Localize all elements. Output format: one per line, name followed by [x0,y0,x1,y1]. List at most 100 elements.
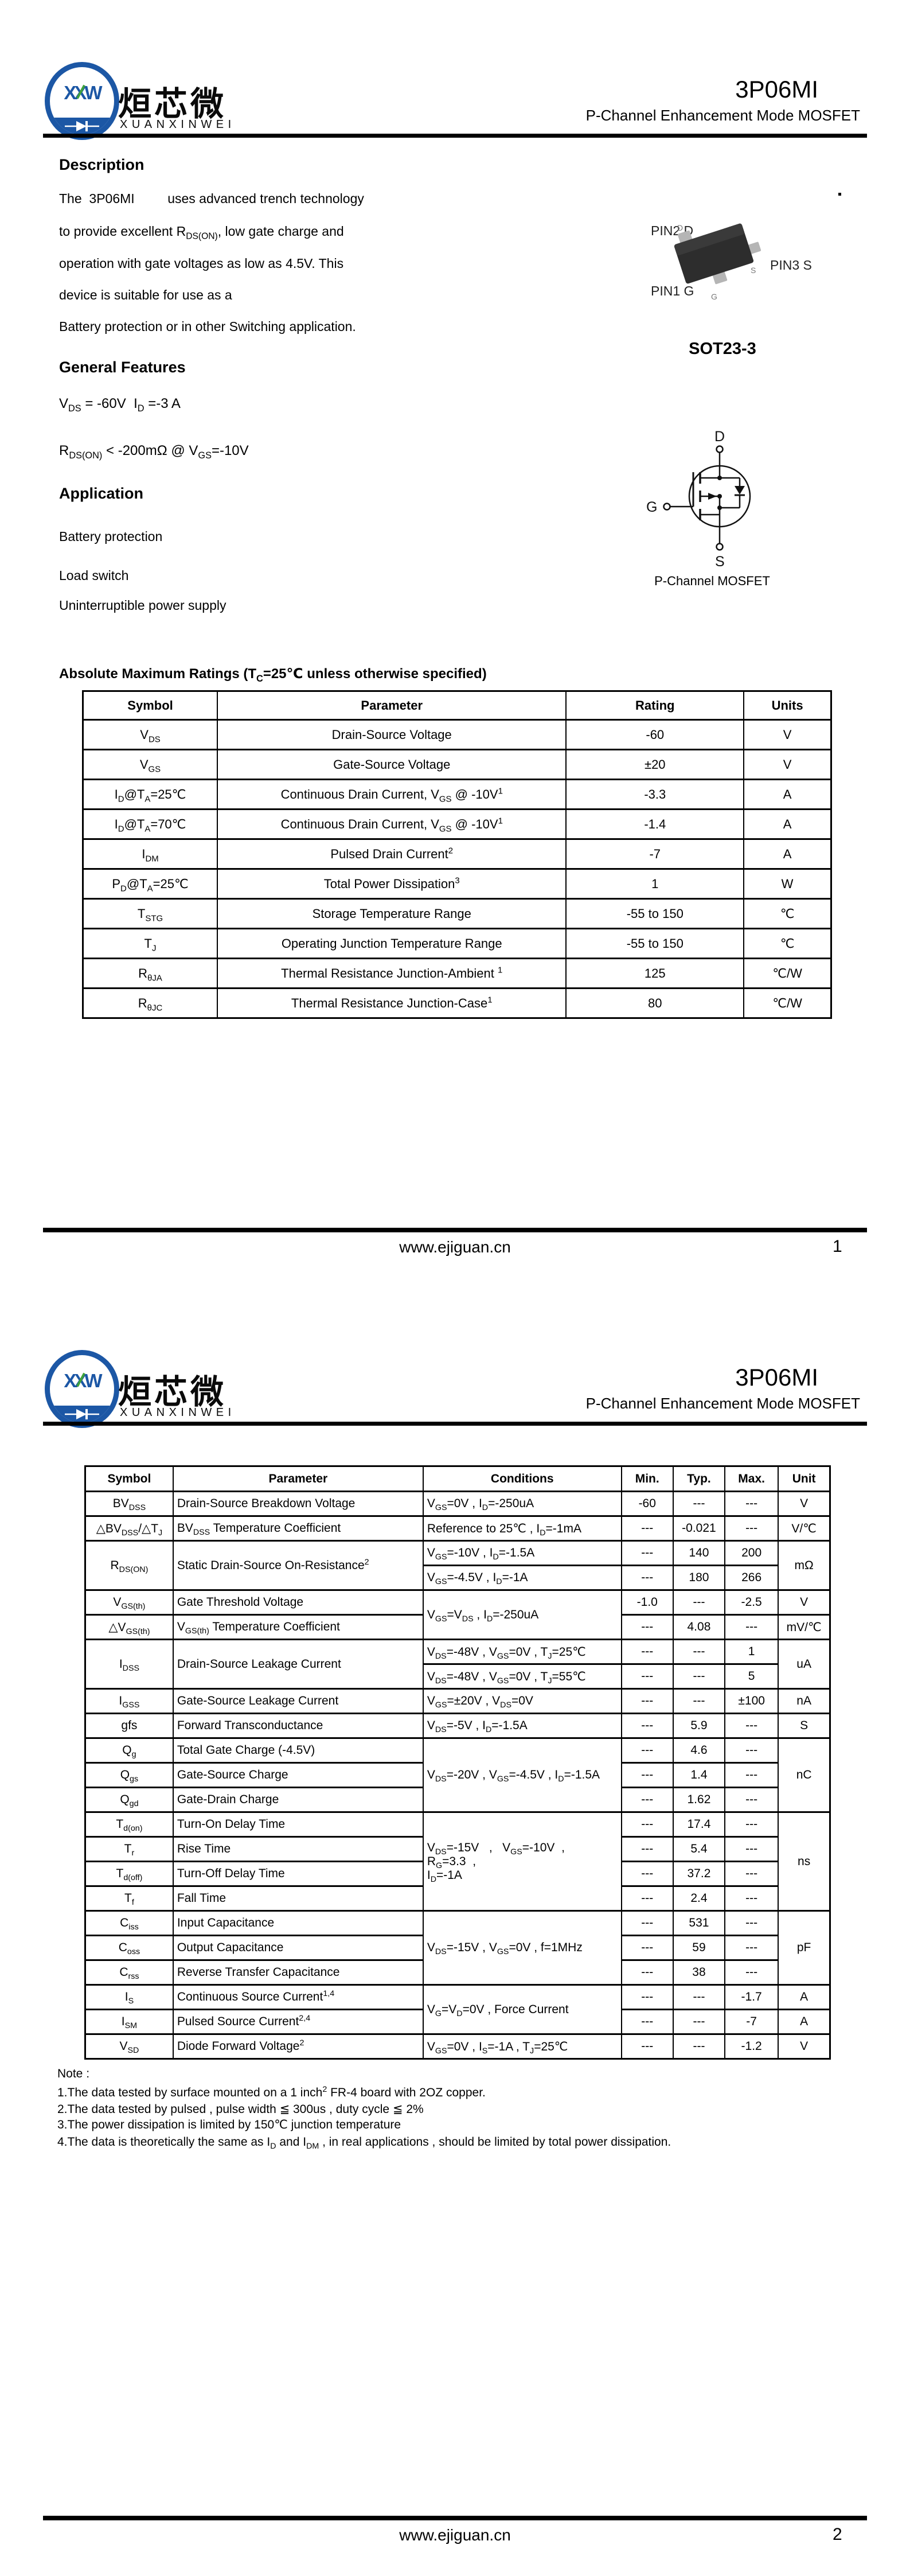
table-row: Tf Fall Time --- 2.4 --- [84,1885,830,1912]
pin-g-letter: G [711,292,717,301]
col-rating: Rating [565,690,745,721]
sot23-package-figure: PIN2 D D S G PIN3 S PIN1 G [651,223,812,301]
table-row: IDSS Drain-Source Leakage Current VDS=-48V… [84,1639,831,1690]
mosfet-symbol-caption: P-Channel MOSFET [654,574,770,588]
header-rule [43,1422,867,1426]
package-caption: SOT23-3 [689,340,756,358]
footer-rule [43,2516,867,2520]
footer-website: www.ejiguan.cn [399,2526,511,2544]
table-row: VGS(th) Gate Threshold Voltage VGS=VDS , I… [84,1589,831,1640]
page-number: 2 [833,2525,842,2544]
mosfet-symbol-figure: D G S [646,429,751,570]
terminal-d-label: D [714,429,725,445]
diode-icon [65,121,99,131]
logo-oval: XXW [45,62,119,140]
datasheet-page-1: XXW 烜芯微 XUANXINWEI 3P06MI P-Channel Enha… [43,52,867,1256]
table-row: RθJC Thermal Resistance Junction-Case1 80 ℃… [82,987,832,1019]
table-row: Qgd Gate-Drain Charge --- 1.62 --- [84,1787,830,1813]
description-heading: Description [59,156,144,173]
table-row: IDM Pulsed Drain Current2 -7 A [82,838,832,870]
description-line: operation with gate voltages as low as 4… [59,256,344,271]
package-body [674,223,761,285]
company-logo: XXW 烜芯微 XUANXINWEI [45,1340,308,1431]
table-row: ID@TA=70℃ Continuous Drain Current, VGS @… [82,808,832,840]
table-header-row: Symbol Parameter Rating Units [82,690,832,721]
table-row: ISM Pulsed Source Current2,4 --- --- -7 A [84,2009,831,2035]
company-name-cn: 烜芯微 [118,85,227,123]
note-item: 1.The data tested by surface mounted on … [57,2085,486,2099]
terminal-s-label: S [715,554,725,570]
footer-rule [43,1228,867,1232]
electrical-characteristics-table: Symbol Parameter Conditions Min. Typ. Ma… [84,1465,831,2060]
diode-icon [65,1409,99,1419]
table-row: VGS=-4.5V , ID=-1A --- 180 266 [85,1565,830,1591]
application-item: Uninterruptible power supply [59,598,226,613]
logo-band [50,118,114,135]
table-header-row: Symbol Parameter Conditions Min. Typ. Ma… [84,1465,831,1492]
notes-heading: Note : [57,2067,90,2080]
col-symbol: Symbol [82,690,218,721]
terminal-g-label: G [646,499,657,515]
table-row: Td(on) Turn-On Delay Time VDS=-15V , VGS=-… [84,1811,831,1912]
note-item: 3.The power dissipation is limited by 15… [57,2118,401,2131]
table-row: Td(off) Turn-Off Delay Time --- 37.2 --- [84,1861,830,1887]
features-heading: General Features [59,359,186,376]
feature-line: VDS = -60V ID =-3 A [59,396,181,414]
page-number: 1 [833,1237,842,1256]
col-parameter: Parameter [217,690,567,721]
part-number: 3P06MI [735,76,818,103]
pin3-label: PIN3 S [770,258,812,273]
header-rule [43,134,867,138]
company-name-en: XUANXINWEI [120,118,236,131]
table-row: △BVDSS/△TJ BVDSS Temperature Coefficient R… [84,1515,831,1542]
body-diode [735,486,745,495]
table-row: ID@TA=25℃ Continuous Drain Current, VGS @… [82,779,832,810]
table-row: BVDSS Drain-Source Breakdown Voltage VGS=0… [84,1491,831,1517]
feature-line: RDS(ON) < -200mΩ @ VGS=-10V [59,443,249,461]
table-row: gfs Forward Transconductance VDS=-5V , ID=… [84,1713,831,1739]
logo-xxw-text: XXW [64,1370,102,1391]
logo-oval: XXW [45,1350,119,1428]
table-row: Crss Reverse Transfer Capacitance --- 38 --- [84,1959,830,1986]
channel-arrow [708,493,717,500]
application-item: Battery protection [59,529,163,544]
absolute-maximum-ratings-table: Symbol Parameter Rating Units VDS Drain-S… [82,690,832,1019]
company-logo: XXW 烜芯微 XUANXINWEI [45,52,308,143]
table-row: Coss Output Capacitance --- 59 --- [84,1935,830,1961]
pin-s-letter: S [751,266,756,275]
part-subtitle: P-Channel Enhancement Mode MOSFET [585,1395,860,1412]
logo-band [50,1406,114,1423]
table-row: RθJA Thermal Resistance Junction-Ambient … [82,958,832,989]
table-row: VDS=-48V , VGS=0V , TJ=55℃ --- --- 5 [85,1663,830,1690]
table-row: Tr Rise Time --- 5.4 --- [84,1836,830,1862]
application-item: Load switch [59,568,129,583]
table-row: TSTG Storage Temperature Range -55 to 150 ℃ [82,898,832,929]
col-units: Units [743,690,832,721]
table-row: TJ Operating Junction Temperature Range -5… [82,928,832,959]
pin-d-letter: D [677,223,683,232]
table-row: IGSS Gate-Source Leakage Current VGS=±20V … [84,1688,831,1714]
part-subtitle: P-Channel Enhancement Mode MOSFET [585,107,860,124]
pin1-label: PIN1 G [651,283,694,298]
description-line: device is suitable for use as a [59,287,232,302]
footer-website: www.ejiguan.cn [399,1238,511,1256]
part-number: 3P06MI [735,1364,818,1391]
company-name-cn: 烜芯微 [118,1373,227,1411]
description-line: Battery protection or in other Switching… [59,319,356,334]
company-name-en: XUANXINWEI [120,1406,236,1419]
table-row: Ciss Input Capacitance VDS=-15V , VGS=0V ,… [84,1910,831,1986]
table-row: RDS(ON) Static Drain-Source On-Resistance… [84,1540,831,1591]
table-row: PD@TA=25℃ Total Power Dissipation3 1 W [82,868,832,900]
note-item: 2.The data tested by pulsed , pulse widt… [57,2103,424,2116]
table-row: △VGS(th) VGS(th) Temperature Coefficient -… [84,1614,831,1640]
stray-dot [838,193,841,196]
table-row: Qgs Gate-Source Charge --- 1.4 --- [84,1762,830,1788]
description-line: to provide excellent RDS(ON), low gate c… [59,224,344,242]
description-line: The 3P06MI uses advanced trench technolo… [59,191,364,206]
table-row: IS Continuous Source Current1,4 VG=VD=0V ,… [84,1984,831,2035]
abs-max-heading: Absolute Maximum Ratings (TC=25℃ unless … [59,666,487,684]
datasheet-page-2: XXW 烜芯微 XUANXINWEI 3P06MI P-Channel Enha… [0,1288,910,2576]
table-row: VDS Drain-Source Voltage -60 V [82,719,832,750]
logo-xxw-text: XXW [64,82,102,103]
application-heading: Application [59,485,143,502]
